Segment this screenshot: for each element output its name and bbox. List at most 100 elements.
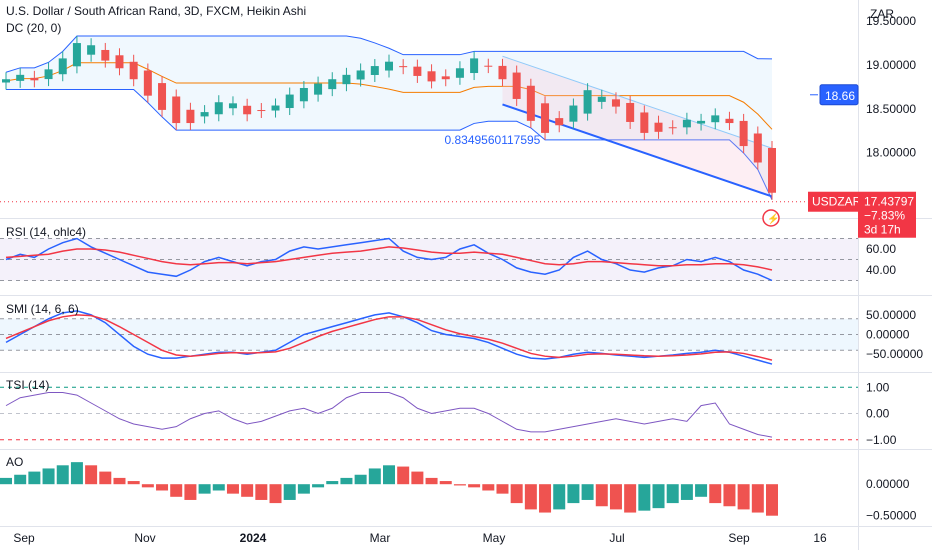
smi-tick-label: −50.00000 — [866, 347, 923, 361]
candle-body — [87, 45, 96, 55]
donchian-label: DC (20, 0) — [6, 21, 62, 35]
ao-bar — [42, 468, 55, 485]
time-axis-label: Nov — [134, 531, 155, 545]
ao-bar — [212, 484, 225, 491]
wedge-ratio-label: 0.8349560117595 — [444, 133, 540, 147]
ao-bar — [723, 484, 736, 507]
ao-bar — [354, 474, 367, 485]
candle-body — [186, 109, 195, 124]
tsi-tick-label: 1.00 — [866, 380, 890, 394]
candle-body — [668, 127, 677, 129]
tsi-tick-label: 0.00 — [866, 407, 890, 421]
candle-body — [455, 68, 464, 78]
ao-bar — [156, 484, 169, 491]
candle-body — [697, 120, 706, 124]
candle-body — [512, 72, 521, 99]
ao-tick-label: 0.00000 — [866, 477, 910, 491]
bar-countdown: 3d 17h — [864, 223, 901, 237]
time-axis-label: Sep — [13, 531, 35, 545]
symbol-tag-label: USDZAR — [812, 195, 862, 209]
ao-bar — [184, 484, 197, 500]
tsi-label: TSI (14) — [6, 378, 50, 392]
ao-bar — [766, 484, 778, 516]
ao-bar — [581, 484, 594, 500]
rsi-line — [5, 237, 773, 282]
candle-body — [172, 96, 181, 124]
axis-layer: 19.50000 19.00000 18.50000 18.00000 ZAR 18.66… — [13, 7, 923, 545]
rsi-label: RSI (14, ohlc4) — [6, 225, 87, 239]
ao-bar — [652, 484, 665, 509]
ao-bar — [624, 484, 637, 513]
smi-label: SMI (14, 6, 6) — [6, 302, 79, 316]
time-axis-label: Jul — [609, 531, 624, 545]
ao-bar — [439, 481, 452, 485]
tsi-tick-label: −1.00 — [866, 433, 897, 447]
candle-body — [399, 66, 408, 68]
symbol-tag — [808, 191, 858, 212]
candle-body — [314, 83, 323, 95]
ao-bar — [241, 484, 254, 497]
candle-body — [611, 99, 620, 107]
smi-signal-line — [5, 314, 773, 361]
ao-bar — [453, 484, 466, 486]
ao-bar — [695, 484, 708, 497]
rsi-pane — [0, 237, 858, 282]
ao-bar — [368, 468, 381, 485]
ao-bar — [340, 477, 353, 485]
candle-body — [158, 83, 167, 110]
ao-bar — [70, 462, 83, 485]
ao-bar — [326, 481, 339, 485]
candle-body — [129, 61, 138, 80]
smi-line — [5, 310, 773, 365]
price-tick-label: 18.50000 — [866, 102, 916, 116]
currency-label: ZAR — [870, 7, 894, 21]
candle-body — [101, 49, 110, 61]
candle-body — [285, 94, 294, 109]
smi-pane — [0, 310, 858, 365]
wedge-fill — [502, 56, 772, 197]
time-axis-label: Mar — [370, 531, 391, 545]
candle-body — [271, 105, 280, 111]
ao-bar — [524, 484, 537, 510]
candle-body — [711, 115, 720, 123]
ao-bar — [99, 471, 112, 485]
ao-pane — [0, 462, 778, 516]
ao-bar — [283, 484, 296, 500]
ao-bar — [638, 484, 651, 511]
ao-bar — [198, 484, 211, 494]
candle-body — [640, 112, 649, 133]
ao-bar — [482, 484, 495, 491]
ao-bar — [397, 466, 410, 485]
ao-bar — [269, 484, 282, 504]
smi-tick-label: 50.00000 — [866, 308, 916, 322]
price-tick-label: 19.00000 — [866, 58, 916, 72]
ao-bar — [737, 484, 750, 510]
ao-bar — [567, 484, 580, 504]
candle-body — [555, 118, 564, 126]
candle-body — [257, 110, 266, 112]
time-axis-label: Sep — [728, 531, 750, 545]
candle-body — [413, 66, 422, 76]
last-price-value: 17.43797 — [864, 195, 914, 209]
candle-body — [484, 65, 493, 67]
candle-body — [725, 118, 734, 124]
ao-bar — [312, 484, 325, 488]
candle-body — [2, 79, 10, 83]
time-axis-label: 2024 — [240, 531, 267, 545]
time-axis-label: May — [483, 531, 506, 545]
price-tick-label: 19.50000 — [866, 14, 916, 28]
candle-body — [30, 77, 39, 81]
donchian-upper — [5, 35, 773, 73]
ao-bar — [553, 484, 566, 510]
candle-body — [583, 90, 592, 114]
ao-bar — [468, 484, 481, 488]
ao-bar — [411, 471, 424, 485]
ao-bar — [14, 474, 27, 485]
candle-body — [441, 76, 450, 80]
ao-bar — [0, 477, 12, 485]
ao-bar — [141, 484, 154, 488]
dc-badge — [819, 84, 859, 106]
ao-bar — [255, 484, 268, 500]
